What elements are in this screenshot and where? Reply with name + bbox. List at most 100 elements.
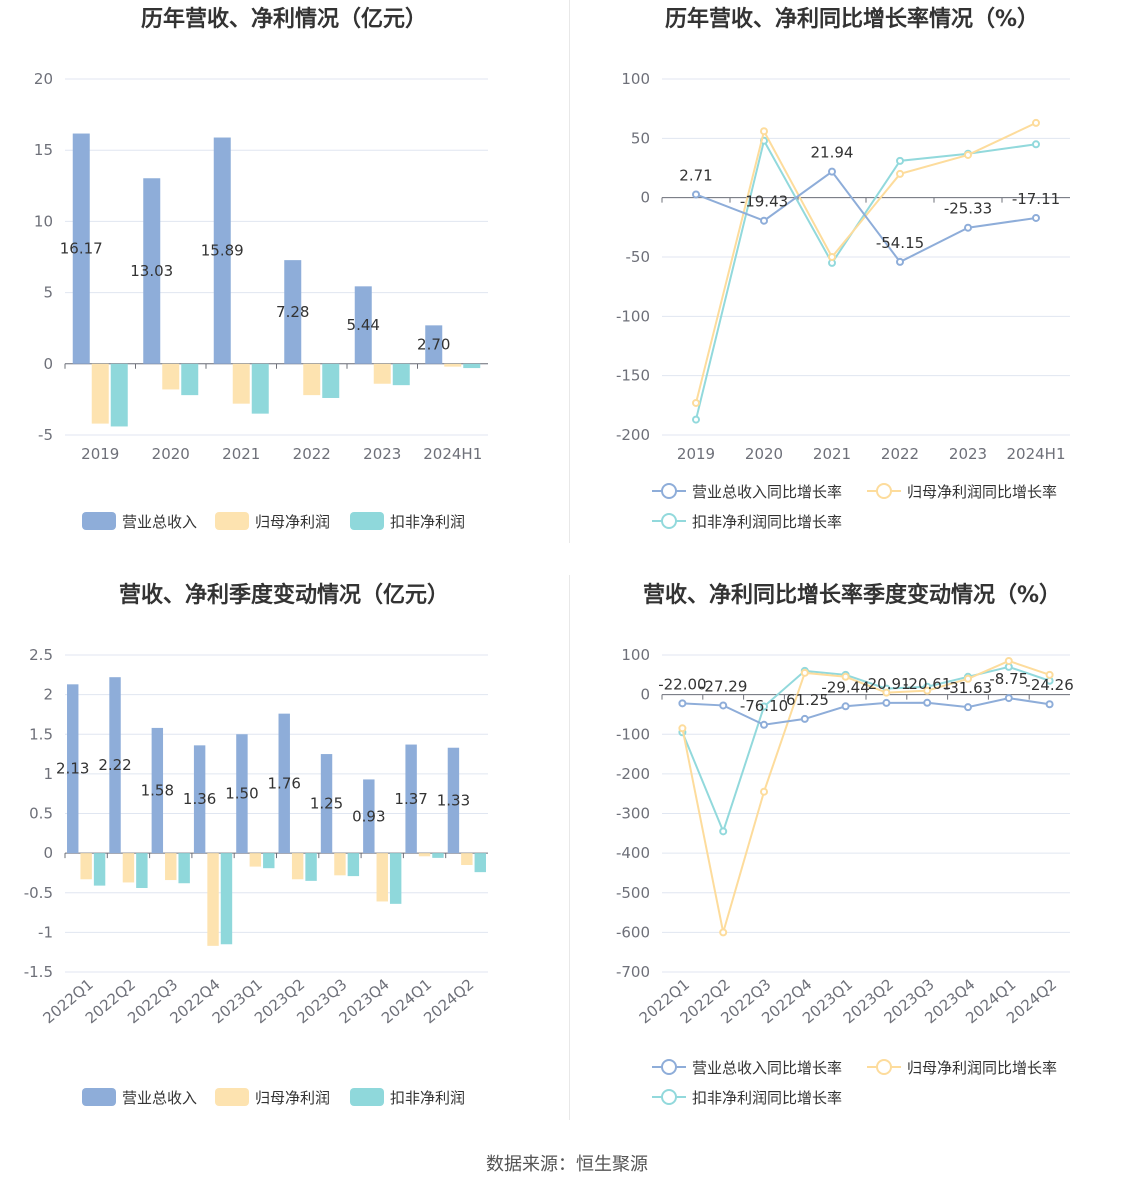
data-point[interactable] bbox=[896, 156, 904, 165]
data-point[interactable] bbox=[964, 150, 972, 159]
bar-revenue[interactable] bbox=[213, 137, 231, 364]
legend-item[interactable]: 营业总收入同比增长率 bbox=[652, 1059, 842, 1077]
data-point[interactable] bbox=[828, 253, 836, 261]
legend-item[interactable]: 归母净利润同比增长率 bbox=[867, 1059, 1057, 1077]
data-point[interactable] bbox=[678, 724, 687, 733]
bar-net-profit[interactable] bbox=[165, 853, 177, 881]
chart-title: 营收、净利同比增长率季度变动情况（%） bbox=[643, 582, 1061, 608]
data-point[interactable] bbox=[800, 714, 809, 723]
bar-revenue[interactable] bbox=[284, 260, 302, 364]
bar-net-profit[interactable] bbox=[461, 853, 473, 866]
legend-item[interactable]: 归母净利润 bbox=[215, 512, 330, 531]
bar-deducted-profit[interactable] bbox=[93, 853, 106, 886]
data-point[interactable] bbox=[1004, 656, 1013, 665]
bar-net-profit[interactable] bbox=[376, 853, 388, 902]
legend-label: 归母净利润 bbox=[255, 1089, 330, 1107]
bar-net-profit[interactable] bbox=[162, 363, 180, 390]
legend-item[interactable]: 扣非净利润同比增长率 bbox=[652, 1089, 842, 1107]
data-point[interactable] bbox=[1032, 213, 1040, 222]
data-point[interactable] bbox=[1032, 140, 1040, 149]
bar-deducted-profit[interactable] bbox=[251, 363, 269, 414]
data-point[interactable] bbox=[841, 702, 850, 711]
bar-revenue[interactable] bbox=[143, 178, 161, 364]
data-point[interactable] bbox=[719, 701, 728, 710]
data-point[interactable] bbox=[760, 702, 768, 711]
data-point[interactable] bbox=[760, 720, 768, 729]
data-point[interactable] bbox=[896, 257, 904, 266]
data-point[interactable] bbox=[1032, 118, 1040, 127]
data-point[interactable] bbox=[692, 190, 700, 199]
bar-revenue[interactable] bbox=[425, 325, 443, 364]
bar-net-profit[interactable] bbox=[303, 363, 321, 396]
data-point[interactable] bbox=[828, 167, 836, 176]
bar-deducted-profit[interactable] bbox=[136, 853, 148, 888]
bar-deducted-profit[interactable] bbox=[392, 363, 410, 386]
data-point[interactable] bbox=[692, 398, 700, 407]
data-point[interactable] bbox=[1045, 670, 1054, 679]
bar-net-profit[interactable] bbox=[444, 363, 462, 367]
data-point[interactable] bbox=[923, 698, 932, 707]
bar-deducted-profit[interactable] bbox=[220, 853, 233, 945]
bar-net-profit[interactable] bbox=[291, 853, 304, 880]
bar-deducted-profit[interactable] bbox=[389, 853, 402, 904]
legend-item[interactable]: 扣非净利润 bbox=[350, 512, 465, 531]
bar-revenue[interactable] bbox=[67, 684, 79, 854]
data-point[interactable] bbox=[719, 928, 728, 937]
data-point[interactable] bbox=[1004, 694, 1013, 703]
data-point[interactable] bbox=[841, 672, 850, 681]
bar-revenue[interactable] bbox=[72, 133, 90, 364]
bar-net-profit[interactable] bbox=[122, 853, 135, 883]
legend-item[interactable]: 扣非净利润 bbox=[350, 1088, 465, 1107]
y-tick-label: 100 bbox=[621, 646, 650, 664]
bar-deducted-profit[interactable] bbox=[347, 853, 360, 877]
legend-item[interactable]: 营业总收入同比增长率 bbox=[652, 483, 842, 501]
bar-net-profit[interactable] bbox=[334, 853, 346, 876]
data-point[interactable] bbox=[678, 699, 687, 708]
data-point[interactable] bbox=[692, 415, 700, 424]
bar-revenue[interactable] bbox=[151, 727, 164, 854]
bar-net-profit[interactable] bbox=[91, 363, 109, 424]
bar-net-profit[interactable] bbox=[249, 853, 262, 867]
bar-revenue[interactable] bbox=[109, 677, 121, 854]
legend-item[interactable]: 归母净利润 bbox=[215, 1088, 330, 1107]
data-point[interactable] bbox=[760, 216, 768, 225]
legend-item[interactable]: 归母净利润同比增长率 bbox=[867, 483, 1057, 501]
bar-net-profit[interactable] bbox=[418, 853, 431, 857]
bar-revenue[interactable] bbox=[447, 747, 460, 854]
bar-revenue[interactable] bbox=[320, 754, 333, 854]
bar-net-profit[interactable] bbox=[373, 363, 391, 384]
data-point[interactable] bbox=[896, 169, 904, 178]
bar-deducted-profit[interactable] bbox=[110, 363, 128, 427]
bar-revenue[interactable] bbox=[354, 286, 372, 364]
bar-net-profit[interactable] bbox=[80, 853, 92, 880]
bar-revenue[interactable] bbox=[193, 745, 206, 854]
bar-deducted-profit[interactable] bbox=[322, 363, 340, 398]
data-point[interactable] bbox=[964, 674, 972, 683]
bar-deducted-profit[interactable] bbox=[463, 363, 481, 369]
bar-revenue[interactable] bbox=[278, 713, 290, 854]
bar-revenue[interactable] bbox=[236, 734, 248, 854]
data-point[interactable] bbox=[882, 698, 891, 707]
data-point[interactable] bbox=[760, 787, 768, 796]
data-point[interactable] bbox=[964, 703, 972, 712]
bar-net-profit[interactable] bbox=[232, 363, 250, 404]
bar-net-profit[interactable] bbox=[207, 853, 219, 946]
data-point[interactable] bbox=[719, 827, 728, 836]
data-point[interactable] bbox=[800, 668, 809, 677]
bar-revenue[interactable] bbox=[405, 744, 417, 854]
bar-deducted-profit[interactable] bbox=[432, 853, 444, 858]
legend-item[interactable]: 营业总收入 bbox=[82, 512, 197, 531]
data-point[interactable] bbox=[964, 223, 972, 232]
bar-deducted-profit[interactable] bbox=[178, 853, 190, 884]
legend-item[interactable]: 营业总收入 bbox=[82, 1088, 197, 1107]
bar-deducted-profit[interactable] bbox=[305, 853, 317, 881]
data-point[interactable] bbox=[923, 686, 932, 695]
bar-deducted-profit[interactable] bbox=[181, 363, 199, 396]
legend-item[interactable]: 扣非净利润同比增长率 bbox=[652, 513, 842, 531]
bar-revenue[interactable] bbox=[363, 779, 375, 854]
bar-deducted-profit[interactable] bbox=[263, 853, 275, 869]
data-point[interactable] bbox=[882, 688, 891, 697]
bar-deducted-profit[interactable] bbox=[474, 853, 486, 873]
data-point[interactable] bbox=[760, 127, 768, 136]
data-point[interactable] bbox=[1045, 700, 1054, 709]
